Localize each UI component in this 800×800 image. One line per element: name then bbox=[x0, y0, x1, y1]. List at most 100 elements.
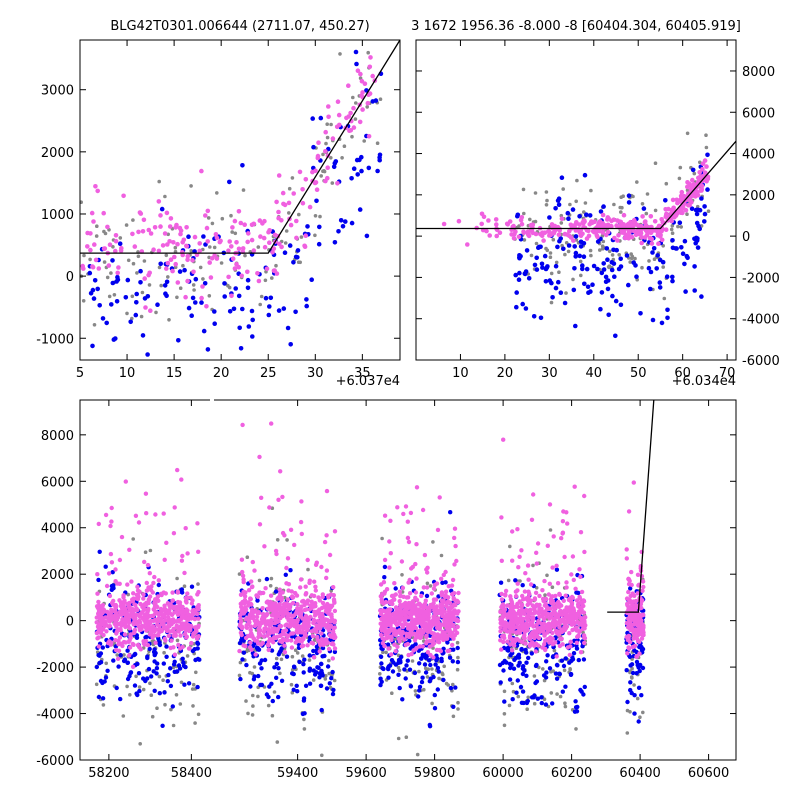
pink-point bbox=[414, 542, 419, 547]
pink-point bbox=[104, 622, 109, 628]
gray-point bbox=[628, 260, 632, 264]
blue-point bbox=[338, 218, 344, 223]
pink-point bbox=[251, 248, 257, 253]
gray-point bbox=[107, 294, 112, 299]
pink-point bbox=[690, 177, 695, 183]
pink-point bbox=[315, 637, 320, 642]
pink-point bbox=[164, 628, 170, 634]
pink-point bbox=[571, 577, 576, 583]
pink-point bbox=[299, 499, 304, 504]
gray-point bbox=[669, 227, 674, 232]
pink-point bbox=[430, 638, 436, 643]
pink-point bbox=[286, 582, 292, 587]
pink-point bbox=[153, 640, 158, 645]
pink-point bbox=[256, 610, 261, 615]
blue-point bbox=[595, 266, 600, 272]
gray-point bbox=[532, 674, 537, 678]
pink-point bbox=[699, 187, 705, 192]
pink-point bbox=[425, 650, 431, 655]
gray-point bbox=[533, 219, 538, 224]
blue-point bbox=[319, 707, 324, 713]
gray-point bbox=[321, 152, 325, 157]
pink-point bbox=[285, 615, 290, 620]
pink-point bbox=[406, 539, 412, 545]
pink-point bbox=[487, 233, 493, 238]
blue-point bbox=[697, 226, 702, 232]
pink-point bbox=[534, 550, 539, 555]
pink-point bbox=[328, 605, 334, 610]
y-tick-label: 3000 bbox=[41, 84, 74, 99]
pink-point bbox=[119, 534, 125, 540]
pink-point bbox=[131, 591, 136, 596]
pink-point bbox=[606, 216, 611, 221]
blue-point bbox=[693, 207, 699, 213]
gray-point bbox=[279, 657, 284, 662]
pink-point bbox=[401, 511, 406, 517]
gray-point bbox=[549, 271, 554, 276]
pink-point bbox=[583, 623, 588, 628]
blue-point bbox=[570, 207, 576, 212]
blue-point bbox=[276, 666, 281, 671]
pink-point bbox=[229, 293, 234, 299]
gray-point bbox=[252, 665, 257, 669]
blue-point bbox=[448, 685, 454, 691]
pink-point bbox=[568, 639, 573, 644]
blue-point bbox=[690, 167, 696, 173]
pink-point bbox=[109, 560, 115, 565]
pink-point bbox=[152, 574, 157, 580]
pink-point bbox=[559, 536, 564, 541]
blue-point bbox=[90, 343, 95, 349]
blue-point bbox=[518, 684, 524, 690]
blue-point bbox=[650, 250, 655, 255]
pink-point bbox=[317, 649, 322, 654]
x-tick-label: 5 bbox=[76, 366, 84, 381]
pink-point bbox=[204, 304, 209, 309]
pink-point bbox=[122, 598, 127, 603]
blue-point bbox=[670, 238, 675, 243]
pink-point bbox=[540, 588, 545, 593]
blue-point bbox=[693, 240, 698, 246]
blue-point bbox=[440, 580, 445, 585]
pink-point bbox=[243, 617, 249, 622]
blue-point bbox=[276, 694, 281, 700]
pink-point bbox=[159, 628, 164, 634]
gray-point bbox=[545, 198, 549, 203]
gray-point bbox=[578, 259, 583, 264]
pink-point bbox=[542, 230, 548, 235]
blue-point bbox=[665, 307, 670, 313]
blue-point bbox=[520, 689, 526, 694]
pink-point bbox=[158, 213, 163, 218]
pink-point bbox=[697, 170, 702, 175]
pink-point bbox=[104, 583, 110, 589]
blue-point bbox=[137, 688, 142, 694]
pink-point bbox=[192, 616, 198, 622]
gray-point bbox=[319, 174, 324, 178]
blue-point bbox=[636, 685, 642, 690]
gray-point bbox=[455, 667, 460, 672]
gray-point bbox=[306, 567, 310, 572]
pink-point bbox=[117, 635, 123, 640]
pink-point bbox=[649, 241, 655, 246]
blue-point bbox=[311, 144, 316, 150]
gray-point bbox=[563, 252, 567, 257]
pink-point bbox=[172, 254, 177, 260]
blue-point bbox=[599, 290, 605, 295]
pink-point bbox=[180, 252, 185, 258]
pink-point bbox=[306, 618, 311, 623]
pink-point bbox=[309, 599, 314, 604]
gray-point bbox=[378, 672, 382, 676]
pink-point bbox=[519, 221, 525, 227]
pink-point bbox=[582, 640, 587, 646]
pink-point bbox=[628, 219, 633, 225]
pink-point bbox=[319, 617, 324, 623]
pink-point bbox=[142, 276, 147, 281]
blue-point bbox=[400, 697, 405, 702]
pink-point bbox=[89, 210, 95, 216]
gray-point bbox=[141, 687, 146, 692]
pink-point bbox=[553, 620, 559, 625]
x-tick-label: 35 bbox=[354, 366, 371, 381]
blue-point bbox=[318, 115, 324, 121]
blue-point bbox=[202, 281, 208, 286]
blue-point bbox=[227, 179, 232, 185]
